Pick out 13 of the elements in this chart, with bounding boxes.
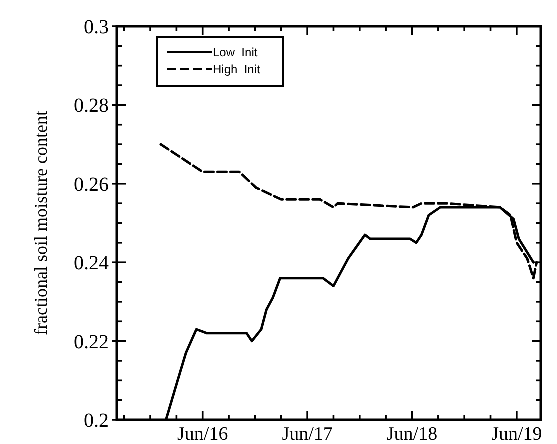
x-tick-label: Jun/16 (178, 424, 228, 444)
y-tick-label: 0.2 (84, 410, 109, 432)
legend-label: Low Init (213, 46, 258, 60)
x-tick-label: Jun/17 (282, 424, 333, 444)
y-tick-label: 0.28 (74, 95, 109, 118)
legend-label: High Init (213, 62, 262, 76)
y-tick-label: 0.26 (74, 174, 109, 196)
y-tick-label: 0.24 (74, 252, 109, 275)
y-axis-title: fractional soil moisture content (31, 111, 51, 336)
y-tick-label: 0.3 (84, 16, 109, 38)
y-tick-label: 0.22 (74, 331, 109, 354)
x-tick-label: Jun/19 (492, 424, 542, 444)
x-tick-label: Jun/18 (386, 424, 438, 444)
